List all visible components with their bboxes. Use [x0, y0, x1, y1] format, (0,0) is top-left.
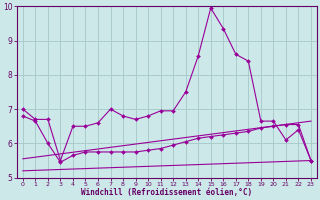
- X-axis label: Windchill (Refroidissement éolien,°C): Windchill (Refroidissement éolien,°C): [81, 188, 252, 197]
